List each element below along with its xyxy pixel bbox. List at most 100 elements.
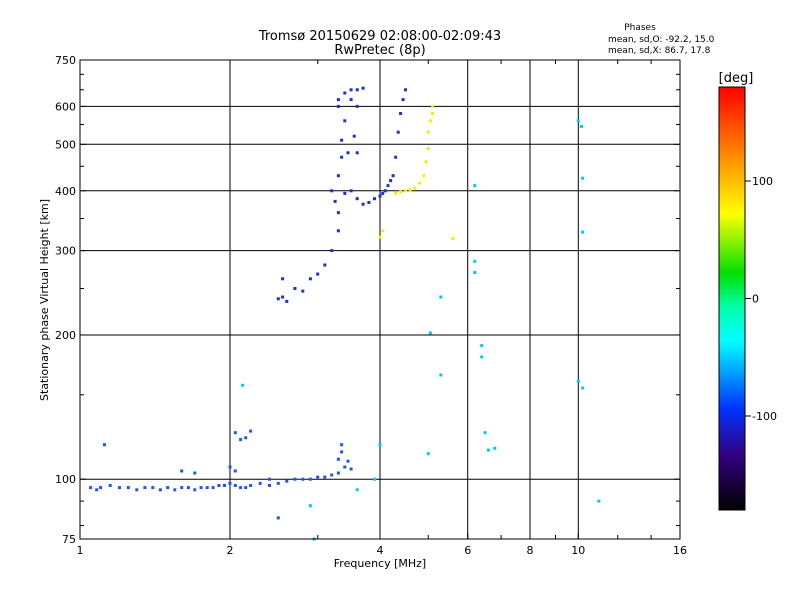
data-point xyxy=(126,486,130,490)
y-axis-label: Stationary phase Virtual Height [km] xyxy=(38,199,51,401)
series-o-mode-low-echo xyxy=(89,471,340,492)
colorbar-tick-label: 0 xyxy=(752,293,759,306)
data-point xyxy=(422,174,426,178)
data-point xyxy=(308,277,312,281)
data-point xyxy=(323,263,327,267)
data-point xyxy=(308,504,312,508)
data-point xyxy=(426,147,430,151)
data-point xyxy=(223,484,226,487)
data-point xyxy=(428,331,432,335)
x-tick-label: 4 xyxy=(377,544,384,557)
data-point xyxy=(316,272,320,276)
data-point xyxy=(355,104,359,108)
y-tick-label: 75 xyxy=(62,533,76,546)
data-point xyxy=(340,443,344,447)
data-point xyxy=(343,191,347,195)
data-point xyxy=(349,189,353,193)
data-point xyxy=(244,486,248,490)
data-point xyxy=(205,486,209,490)
data-point xyxy=(576,119,580,123)
data-point xyxy=(336,174,340,178)
data-point xyxy=(396,130,400,134)
chart-title: Tromsø 20150629 02:08:00-02:09:43 xyxy=(258,29,501,44)
legend-title: Phases xyxy=(624,23,656,33)
data-point xyxy=(378,235,382,239)
data-point xyxy=(281,277,285,281)
data-point xyxy=(233,484,237,487)
data-point xyxy=(361,202,365,206)
series-x-mode-trace xyxy=(378,104,455,240)
data-point xyxy=(99,486,103,490)
data-point xyxy=(336,211,340,215)
data-point xyxy=(473,271,477,274)
colorbar-label: [deg] xyxy=(719,71,754,86)
data-point xyxy=(336,104,340,108)
legend-line-o: mean, sd,O: -92.2, 15.0 xyxy=(608,35,715,45)
data-point xyxy=(473,184,477,188)
data-point xyxy=(399,190,403,194)
data-point xyxy=(336,457,340,461)
data-point xyxy=(346,459,350,463)
data-point xyxy=(373,197,376,201)
y-tick-label: 500 xyxy=(55,138,76,151)
data-point xyxy=(493,446,497,450)
data-point xyxy=(439,295,443,299)
data-point xyxy=(418,181,421,185)
data-point xyxy=(293,287,297,290)
data-point xyxy=(258,481,262,485)
x-tick-label: 2 xyxy=(227,544,234,557)
data-point xyxy=(308,477,312,481)
data-point xyxy=(378,194,382,198)
data-point xyxy=(323,475,327,479)
data-point xyxy=(228,481,232,485)
data-point xyxy=(349,98,353,102)
data-point xyxy=(355,197,359,201)
data-point xyxy=(381,191,385,195)
data-point xyxy=(239,438,243,441)
data-point xyxy=(413,186,417,190)
data-point xyxy=(340,450,344,454)
data-point xyxy=(352,134,356,138)
data-point xyxy=(103,443,106,447)
data-point xyxy=(349,467,353,471)
data-point xyxy=(483,431,487,435)
data-point xyxy=(268,477,271,481)
data-point xyxy=(228,465,232,469)
data-point xyxy=(180,486,184,490)
data-point xyxy=(383,189,387,193)
data-point xyxy=(480,355,484,359)
data-point xyxy=(249,429,253,433)
data-point xyxy=(394,191,398,195)
series-o-mode-f-trace xyxy=(276,86,407,303)
data-point xyxy=(118,486,121,490)
data-point xyxy=(336,98,340,102)
data-point xyxy=(108,484,112,487)
data-point xyxy=(408,188,412,192)
data-point xyxy=(193,488,197,492)
data-point xyxy=(285,299,289,303)
data-point xyxy=(391,174,395,178)
data-point xyxy=(381,229,385,233)
data-point xyxy=(386,184,390,188)
data-point xyxy=(473,259,477,263)
data-point xyxy=(367,201,371,204)
data-point xyxy=(143,486,147,490)
x-axis-ticks: 1 2 4 6 8 10 16 xyxy=(77,60,687,557)
y-tick-label: 750 xyxy=(55,54,76,67)
data-point xyxy=(276,481,280,485)
data-point xyxy=(285,479,289,483)
y-axis-ticks: 75 100 200 300 400 500 600 750 xyxy=(55,54,680,546)
data-point xyxy=(355,88,359,92)
data-point xyxy=(276,297,280,301)
y-tick-label: 300 xyxy=(55,245,76,258)
data-point xyxy=(333,199,337,203)
data-point xyxy=(244,436,248,440)
data-point xyxy=(217,484,221,487)
data-point xyxy=(301,289,305,293)
data-point xyxy=(431,104,435,108)
data-point xyxy=(486,448,490,452)
data-point xyxy=(95,488,99,492)
data-point xyxy=(249,484,253,487)
colorbar-tick-label: 100 xyxy=(752,175,773,188)
data-point xyxy=(451,237,455,240)
